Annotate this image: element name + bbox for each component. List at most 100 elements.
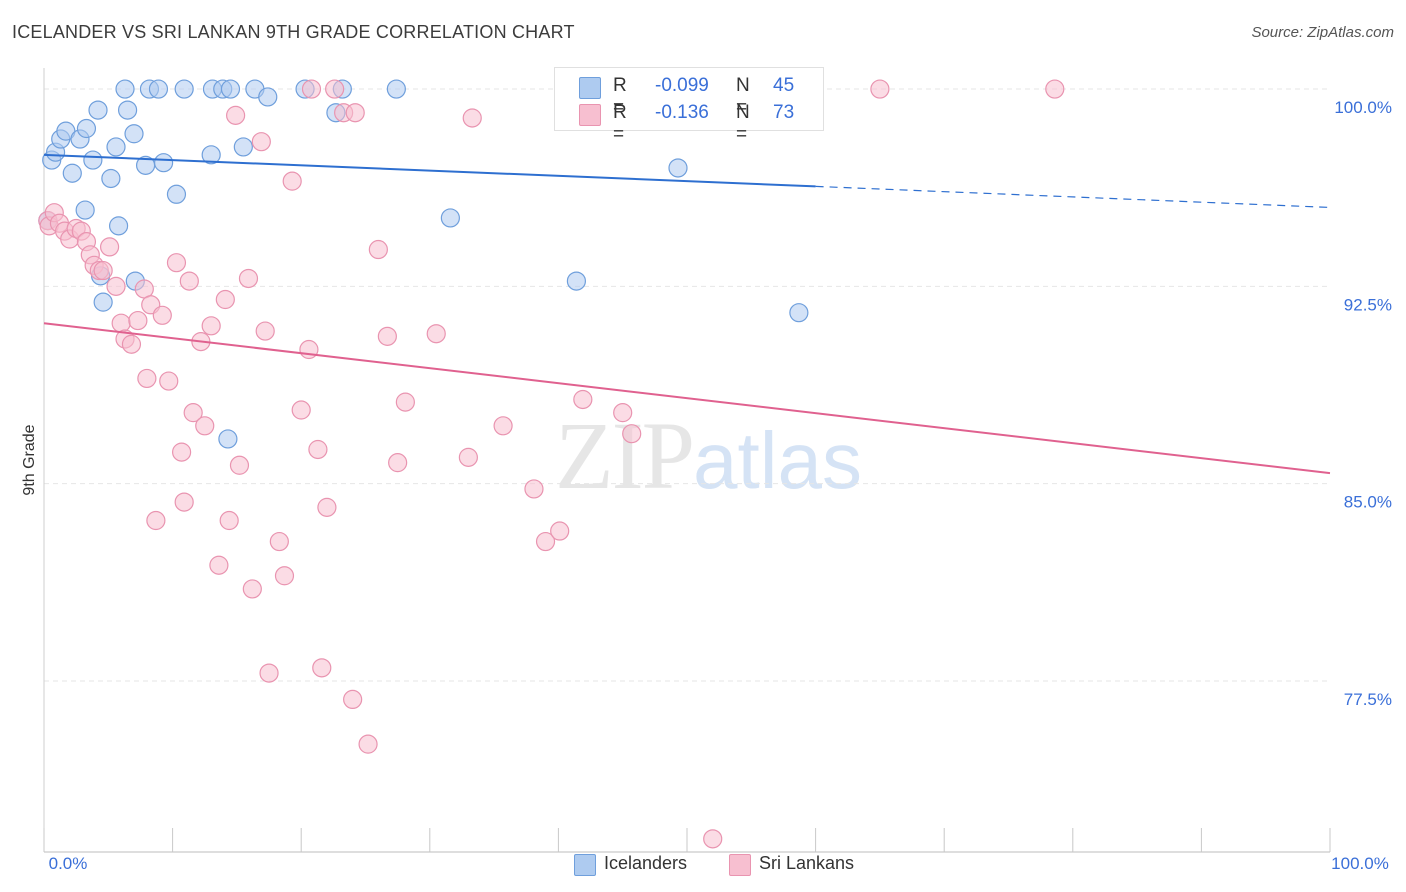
y-tick-label: 100.0%: [1334, 98, 1392, 117]
sri-lankans-point: [242, 579, 262, 599]
icelanders-point: [106, 137, 126, 157]
sri-lankans-point: [1045, 79, 1065, 99]
y-tick-label: 92.5%: [1344, 295, 1392, 314]
r-value: -0.136: [655, 102, 709, 123]
sri-lankans-point: [573, 389, 593, 410]
icelanders-point: [258, 87, 278, 107]
sri-lankans-point: [121, 334, 142, 354]
sri-lankans-point: [535, 531, 556, 552]
icelanders-point: [115, 79, 135, 99]
stats-legend: R = -0.099 N = 45 R = -0.136 N = 73: [554, 67, 824, 145]
icelanders-point: [789, 303, 809, 323]
icelanders-swatch: [574, 854, 596, 876]
n-label: N =: [736, 75, 750, 118]
sri-lankans-point: [215, 289, 235, 310]
legend-label-sri-lankans: Sri Lankans: [759, 853, 855, 873]
r-label: R =: [613, 75, 627, 118]
icelanders-point: [93, 292, 113, 312]
sri-lankans-point: [106, 276, 126, 296]
icelanders-point: [101, 168, 121, 189]
sri-lankans-point: [426, 324, 446, 344]
icelanders-swatch: [579, 77, 601, 99]
icelanders-point: [218, 429, 238, 449]
sri-lankans-point: [703, 829, 723, 849]
sri-lankans-point: [159, 371, 179, 391]
series-legend: Icelanders Sri Lankans: [0, 853, 1406, 877]
icelanders-point: [440, 208, 460, 228]
sri-lankans-point: [282, 171, 302, 191]
icelanders-point: [124, 124, 144, 144]
icelanders-point: [220, 79, 241, 99]
sri-lankans-point: [622, 424, 642, 444]
sri-lankans-point: [166, 253, 187, 273]
icelanders-point: [75, 200, 95, 220]
sri-lankans-point: [301, 79, 322, 99]
sri-lankans-point: [458, 447, 478, 467]
sri-lankans-point: [251, 132, 271, 152]
n-value: 45: [773, 75, 795, 96]
icelanders-trend-extension: [815, 185, 1331, 209]
sri-lankans-point: [201, 316, 221, 336]
sri-lankans-point: [137, 368, 157, 389]
r-value: -0.099: [655, 75, 709, 96]
icelanders-point: [166, 184, 187, 204]
sri-lankans-point: [238, 268, 259, 289]
icelanders-point: [62, 163, 82, 183]
sri-lankans-point: [195, 416, 215, 436]
sri-lankans-point: [343, 689, 363, 710]
y-axis-label: 9th Grade: [21, 424, 38, 495]
sri-lankans-point: [317, 497, 337, 517]
sri-lankans-point: [152, 305, 172, 325]
n-value: 73: [773, 102, 795, 123]
sri-lankans-point: [179, 271, 199, 291]
watermark-atlas: atlas: [693, 416, 862, 505]
sri-lankans-point: [226, 105, 246, 125]
sri-lankans-point: [395, 392, 415, 412]
sri-lankans-point: [111, 313, 131, 333]
sri-lankans-point: [388, 453, 408, 473]
sri-lankans-point: [870, 79, 890, 99]
sri-lankans-point: [93, 260, 113, 281]
sri-lankans-point: [219, 510, 239, 531]
icelanders-point: [148, 79, 169, 99]
sri-lankans-point: [255, 321, 275, 341]
sri-lankans-swatch: [729, 854, 751, 876]
sri-lankans-point: [368, 239, 388, 260]
icelanders-point: [386, 79, 406, 99]
sri-lankans-trend-line: [43, 322, 1331, 475]
icelanders-point: [83, 150, 103, 170]
icelanders-point: [201, 145, 221, 165]
sri-lankans-point: [550, 521, 570, 541]
sri-lankans-point: [462, 108, 482, 128]
sri-lankans-point: [524, 479, 544, 499]
legend-label-icelanders: Icelanders: [604, 853, 688, 873]
icelanders-point: [76, 118, 97, 139]
sri-lankans-point: [345, 103, 365, 123]
icelanders-point: [117, 100, 138, 120]
sri-lankans-point: [274, 566, 295, 586]
icelanders-point: [566, 271, 587, 291]
icelanders-point: [174, 79, 194, 99]
sri-lankans-point: [172, 442, 192, 462]
icelanders-point: [108, 216, 129, 236]
y-tick-label: 77.5%: [1344, 690, 1392, 709]
sri-lankans-swatch: [579, 104, 601, 126]
sri-lankans-point: [291, 400, 311, 420]
sri-lankans-point: [183, 403, 203, 423]
sri-lankans-point: [174, 492, 194, 512]
x-tick-label-left: 0.0%: [49, 854, 88, 873]
chart-title: ICELANDER VS SRI LANKAN 9TH GRADE CORREL…: [12, 22, 575, 42]
icelanders-trend-line: [43, 153, 816, 188]
icelanders-point: [668, 158, 688, 178]
icelanders-point: [153, 153, 174, 173]
sri-lankans-point: [229, 455, 250, 475]
icelanders-point: [233, 137, 253, 157]
y-tick-label: 85.0%: [1344, 493, 1392, 512]
sri-lankans-point: [259, 663, 279, 683]
sri-lankans-point: [209, 555, 229, 575]
sri-lankans-point: [99, 237, 120, 257]
r-label: R =: [613, 102, 627, 145]
sri-lankans-point: [325, 79, 345, 99]
sri-lankans-point: [613, 403, 633, 423]
